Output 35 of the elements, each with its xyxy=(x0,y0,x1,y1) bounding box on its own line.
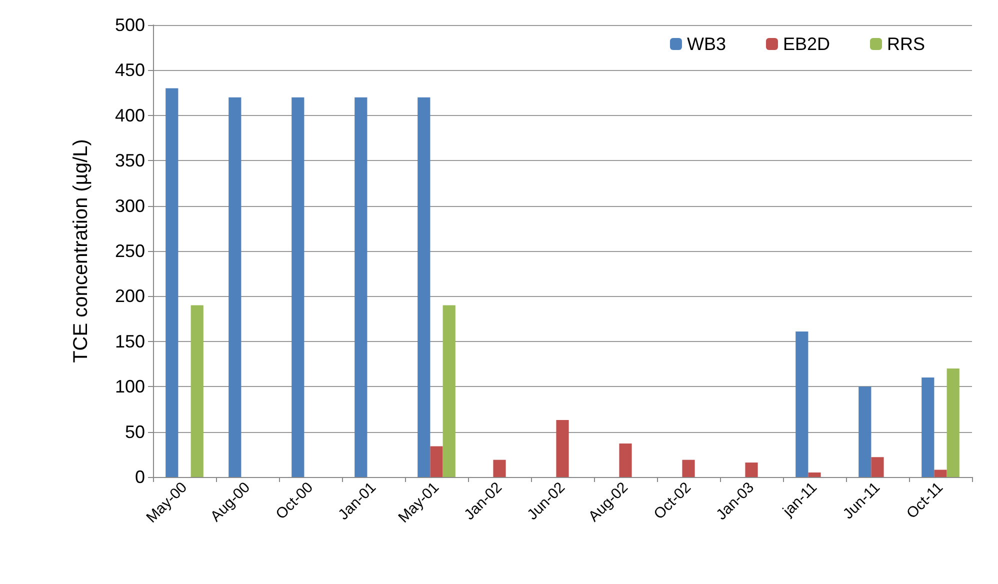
bar xyxy=(430,446,443,477)
bar xyxy=(442,305,456,477)
legend-label: WB3 xyxy=(686,34,726,54)
y-axis-title: TCE concentration (µg/L) xyxy=(70,139,92,363)
bar xyxy=(682,460,695,477)
bar xyxy=(934,470,947,477)
y-tick-label: 200 xyxy=(114,286,145,306)
y-tick-label: 500 xyxy=(114,15,145,35)
bar xyxy=(619,444,632,477)
bar xyxy=(190,305,204,477)
bar xyxy=(871,457,884,477)
y-tick-label: 350 xyxy=(114,150,145,171)
bar xyxy=(228,97,242,477)
bar xyxy=(166,88,178,477)
bar xyxy=(354,97,368,477)
y-tick-label: 250 xyxy=(114,241,145,261)
bar xyxy=(858,386,872,477)
bar xyxy=(946,368,960,477)
y-tick-label: 400 xyxy=(114,105,145,126)
bar xyxy=(808,472,821,477)
y-tick-label: 450 xyxy=(114,60,145,80)
bar xyxy=(922,378,934,477)
bar xyxy=(796,331,808,477)
y-tick-label: 0 xyxy=(134,467,145,487)
y-tick-label: 150 xyxy=(114,331,145,352)
bar xyxy=(418,97,430,477)
y-tick-label: 50 xyxy=(124,422,145,442)
legend-label: RRS xyxy=(886,34,926,54)
y-tick-label: 100 xyxy=(114,376,145,397)
legend-label: EB2D xyxy=(782,34,830,54)
bar xyxy=(745,462,758,477)
y-tick-label: 300 xyxy=(114,196,145,216)
bar xyxy=(556,420,569,477)
bar xyxy=(493,460,506,477)
bar xyxy=(292,97,304,477)
